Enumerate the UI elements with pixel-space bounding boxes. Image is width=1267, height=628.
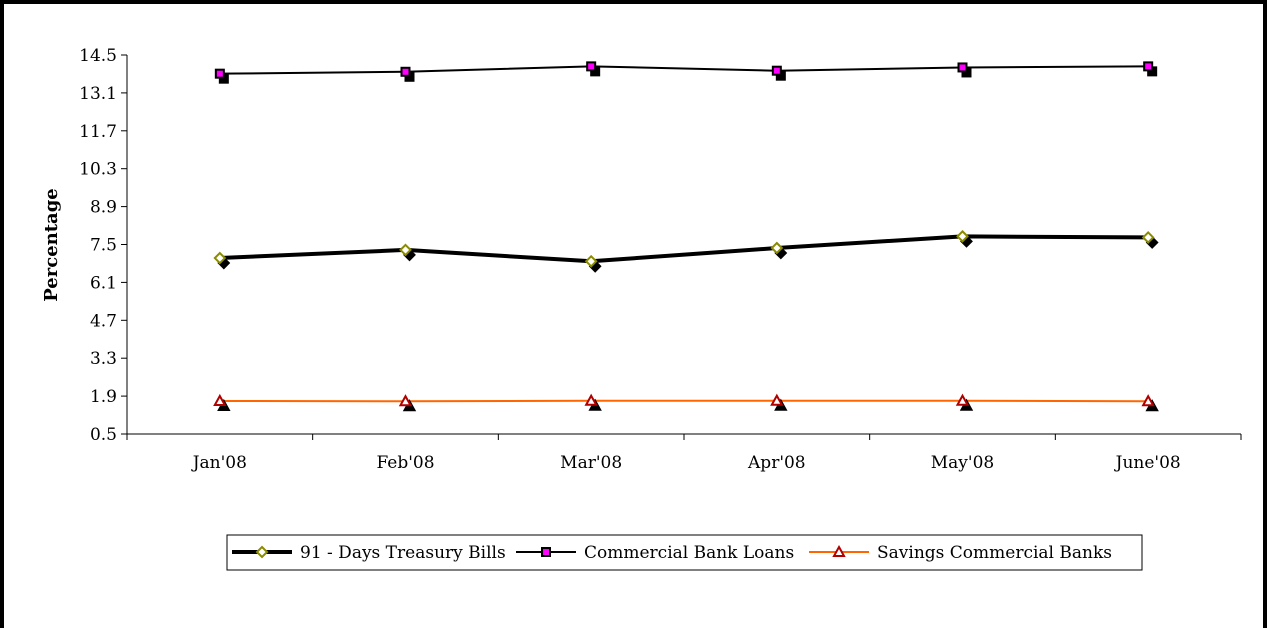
data-point <box>584 254 598 268</box>
legend-label: 91 - Days Treasury Bills <box>300 543 506 563</box>
data-point <box>771 65 782 76</box>
series-layer <box>213 61 1159 412</box>
series-2 <box>214 61 1158 84</box>
legend-label: Savings Commercial Banks <box>877 543 1112 563</box>
series-line <box>219 399 1149 403</box>
data-point <box>1143 61 1154 72</box>
x-tick-label: Apr'08 <box>747 453 806 473</box>
legend-entry: Savings Commercial Banks <box>809 543 1112 563</box>
series-1 <box>213 229 1159 273</box>
y-tick-label: 13.1 <box>79 84 117 104</box>
legend-marker <box>255 545 269 559</box>
x-tick-label: Feb'08 <box>376 453 434 473</box>
data-point <box>214 68 225 79</box>
y-tick-label: 8.9 <box>90 198 117 218</box>
legend-marker <box>541 547 551 557</box>
data-point <box>213 393 227 406</box>
data-point <box>398 394 413 407</box>
x-tick-label: June'08 <box>1114 453 1181 473</box>
data-point <box>586 61 597 72</box>
x-tick-label: Jan'08 <box>191 453 247 473</box>
data-point <box>584 393 598 406</box>
legend-label: Commercial Bank Loans <box>584 543 794 563</box>
data-point <box>770 241 784 255</box>
legend-entry: Commercial Bank Loans <box>516 543 794 563</box>
series-3 <box>213 393 1159 412</box>
x-axis-ticks: Jan'08 Feb'08 Mar'08 Apr'08 May'08 June'08 <box>126 434 1242 473</box>
data-point <box>770 393 784 406</box>
data-point <box>956 229 969 243</box>
data-point <box>955 393 970 406</box>
legend-entry: 91 - Days Treasury Bills <box>232 543 506 563</box>
y-tick-label: 10.3 <box>79 160 117 180</box>
x-tick-label: May'08 <box>931 453 994 473</box>
y-tick-label: 11.7 <box>79 122 117 142</box>
data-point <box>400 66 411 77</box>
y-tick-label: 3.3 <box>90 349 117 369</box>
data-point <box>1141 394 1155 407</box>
legend-box <box>226 534 1143 571</box>
y-tick-label: 0.5 <box>90 425 117 445</box>
legend-items: 91 - Days Treasury Bills Commercial Bank … <box>232 543 1112 563</box>
legend-marker <box>832 544 846 557</box>
series-line <box>219 234 1149 264</box>
y-tick-label: 7.5 <box>90 236 117 256</box>
data-point <box>399 243 412 257</box>
y-tick-label: 14.5 <box>79 46 117 66</box>
legend: 91 - Days Treasury Bills Commercial Bank … <box>226 534 1143 571</box>
series-line <box>219 65 1149 75</box>
y-axis-title: Percentage <box>41 188 62 302</box>
data-point <box>957 62 968 73</box>
y-axis-ticks: 0.5 1.9 3.3 4.7 6.1 7.5 8.9 10.3 11.7 13.1 14.5 <box>79 46 127 445</box>
y-tick-label: 1.9 <box>90 387 117 407</box>
data-point <box>1141 231 1155 244</box>
data-point <box>213 251 227 265</box>
y-tick-label: 4.7 <box>90 311 117 331</box>
y-tick-label: 6.1 <box>90 273 117 293</box>
x-tick-label: Mar'08 <box>560 453 622 473</box>
